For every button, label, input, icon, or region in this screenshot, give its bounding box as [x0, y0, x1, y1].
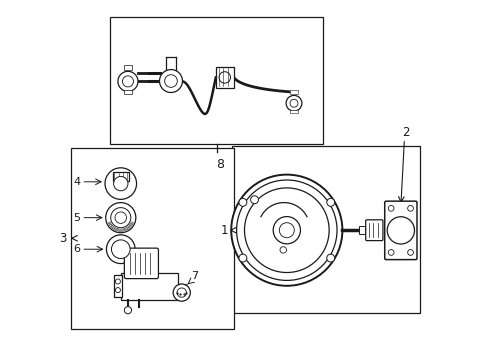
Circle shape: [239, 254, 246, 262]
Bar: [121, 273, 178, 300]
Text: 4: 4: [73, 177, 81, 187]
Circle shape: [124, 307, 131, 314]
Bar: [358, 226, 364, 234]
Circle shape: [164, 75, 177, 87]
Circle shape: [111, 240, 130, 258]
Circle shape: [279, 223, 294, 238]
Circle shape: [110, 208, 131, 228]
Bar: [290, 110, 297, 113]
Circle shape: [173, 284, 190, 301]
Circle shape: [285, 95, 301, 111]
Circle shape: [177, 288, 186, 297]
Circle shape: [105, 168, 136, 199]
Bar: [215, 67, 233, 88]
Circle shape: [407, 206, 412, 211]
Circle shape: [219, 72, 230, 83]
Circle shape: [326, 254, 334, 262]
Bar: [123, 65, 132, 69]
Circle shape: [231, 175, 342, 286]
Circle shape: [236, 180, 336, 280]
Text: 7: 7: [190, 271, 198, 281]
Circle shape: [250, 196, 258, 204]
Text: 8: 8: [216, 158, 224, 171]
Bar: [231, 146, 419, 313]
Circle shape: [115, 279, 120, 284]
Circle shape: [280, 247, 286, 253]
Bar: [178, 284, 185, 289]
Circle shape: [386, 217, 414, 244]
Circle shape: [273, 217, 300, 244]
Circle shape: [387, 206, 393, 211]
Circle shape: [115, 212, 126, 224]
Bar: [70, 148, 233, 329]
Circle shape: [289, 99, 297, 107]
Text: 6: 6: [74, 244, 81, 254]
Circle shape: [387, 249, 393, 255]
Circle shape: [326, 198, 334, 206]
FancyBboxPatch shape: [384, 201, 416, 260]
Circle shape: [122, 76, 133, 87]
Text: 3: 3: [59, 232, 66, 245]
Circle shape: [115, 288, 120, 293]
FancyBboxPatch shape: [124, 248, 158, 279]
Circle shape: [244, 188, 328, 273]
Circle shape: [159, 69, 182, 93]
Circle shape: [407, 249, 412, 255]
Text: 5: 5: [74, 213, 81, 222]
Bar: [114, 275, 122, 297]
Circle shape: [118, 71, 138, 91]
Bar: [290, 90, 297, 94]
Text: 2: 2: [402, 126, 409, 139]
Bar: [110, 17, 323, 144]
Bar: [123, 90, 132, 94]
Bar: [178, 290, 185, 296]
Bar: [113, 172, 128, 181]
FancyBboxPatch shape: [365, 220, 382, 240]
Circle shape: [239, 198, 246, 206]
Circle shape: [105, 203, 136, 233]
Circle shape: [106, 235, 135, 264]
Text: 1: 1: [221, 224, 228, 237]
Circle shape: [113, 176, 128, 191]
